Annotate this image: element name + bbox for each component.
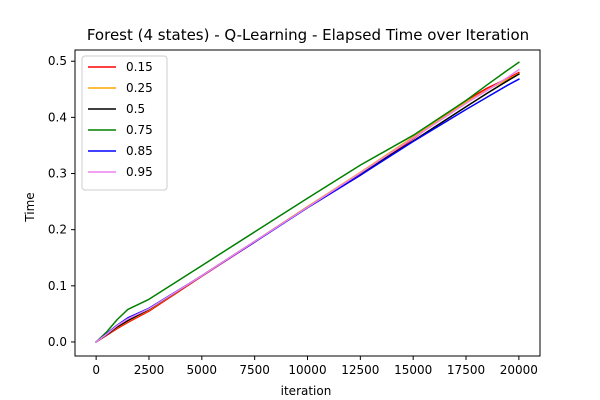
legend-label: 0.25 — [126, 81, 153, 95]
y-tick-label: 0.4 — [48, 110, 67, 124]
legend-label: 0.5 — [126, 102, 145, 116]
x-tick-label: 2500 — [134, 363, 165, 377]
plot-area: 0 2500 5000 7500 10000 12500 15000 17500 20000 0.… — [48, 49, 541, 377]
x-tick-label: 17500 — [447, 363, 485, 377]
x-tick-label: 12500 — [341, 363, 379, 377]
y-tick-label: 0.2 — [48, 223, 67, 237]
series-line-0_95 — [95, 68, 520, 344]
legend-label: 0.85 — [126, 144, 153, 158]
legend: 0.15 0.25 0.5 0.75 0.85 0.95 — [81, 55, 168, 191]
x-axis-label: iteration — [281, 384, 332, 398]
x-tick-label: 5000 — [187, 363, 218, 377]
x-tick-label: 7500 — [239, 363, 270, 377]
x-tick-label: 0 — [92, 363, 100, 377]
x-tick-label: 15000 — [394, 363, 432, 377]
x-tick-label: 10000 — [288, 363, 326, 377]
y-tick-label: 0.3 — [48, 167, 67, 181]
y-tick-label: 0.5 — [48, 54, 67, 68]
y-tick-label: 0.1 — [48, 279, 67, 293]
legend-box — [81, 55, 168, 191]
chart-title: Forest (4 states) - Q-Learning - Elapsed… — [87, 26, 529, 44]
legend-label: 0.75 — [126, 123, 153, 137]
series-line-0_75 — [95, 61, 520, 344]
y-axis-label: Time — [23, 192, 37, 222]
legend-label: 0.95 — [126, 165, 153, 179]
legend-label: 0.15 — [126, 60, 153, 74]
y-tick-label: 0.0 — [48, 335, 67, 349]
x-tick-label: 20000 — [500, 363, 538, 377]
